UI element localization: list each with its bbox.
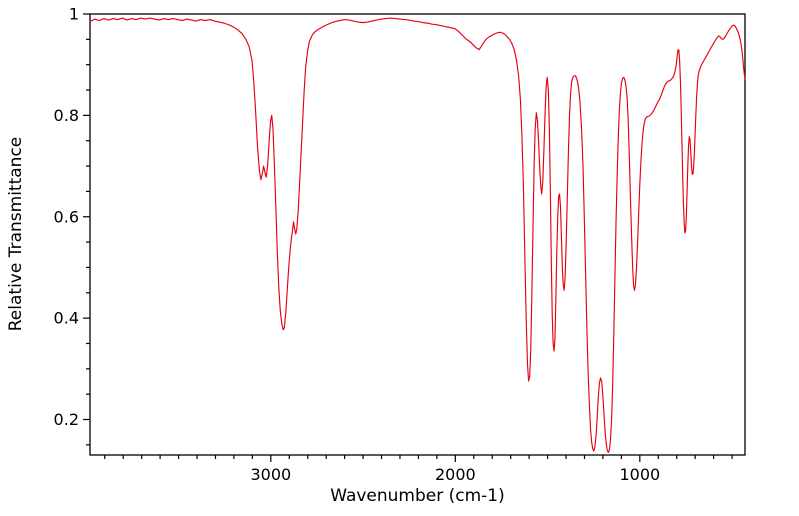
- spectrum-line: [89, 17, 746, 454]
- x-axis-ticks: 3000 2000 1000: [104, 455, 733, 484]
- y-tick-label: 0.8: [54, 106, 79, 125]
- x-tick-label: 1000: [619, 465, 660, 484]
- x-tick-label: 2000: [435, 465, 476, 484]
- y-tick-label: 1: [69, 5, 79, 24]
- y-tick-label: 0.6: [54, 207, 79, 226]
- x-axis-title: Wavenumber (cm-1): [330, 486, 505, 506]
- y-axis-title: Relative Transmittance: [6, 136, 26, 332]
- y-axis-ticks: 1 0.8 0.6 0.4 0.2: [54, 5, 90, 446]
- y-tick-label: 0.4: [54, 309, 79, 328]
- x-tick-label: 3000: [250, 465, 291, 484]
- y-tick-label: 0.2: [54, 410, 79, 429]
- plot-frame: [89, 13, 746, 456]
